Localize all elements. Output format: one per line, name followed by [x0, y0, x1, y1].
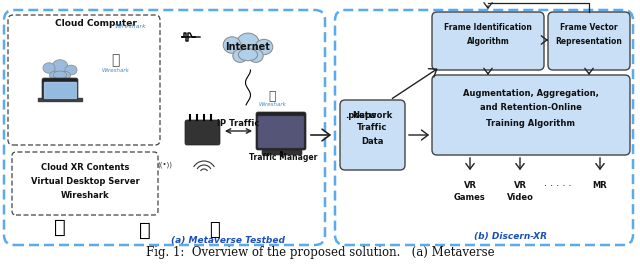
FancyBboxPatch shape — [262, 150, 302, 155]
Text: 🎧: 🎧 — [210, 221, 220, 239]
Text: Internet: Internet — [225, 42, 271, 52]
FancyBboxPatch shape — [258, 116, 304, 148]
Text: Network: Network — [352, 111, 392, 120]
Ellipse shape — [49, 71, 60, 80]
FancyBboxPatch shape — [185, 120, 220, 145]
Ellipse shape — [52, 60, 68, 72]
Text: Fig. 1:  Overview of the proposed solution.   (a) Metaverse: Fig. 1: Overview of the proposed solutio… — [146, 246, 494, 259]
Text: VR: VR — [463, 180, 477, 189]
Text: Frame Identification: Frame Identification — [444, 24, 532, 33]
FancyBboxPatch shape — [548, 12, 630, 70]
Ellipse shape — [255, 39, 273, 55]
Text: Algorithm: Algorithm — [467, 37, 509, 46]
Text: Traffic: Traffic — [357, 123, 387, 132]
Text: VR: VR — [513, 180, 527, 189]
FancyBboxPatch shape — [256, 112, 306, 150]
Text: ((•)): ((•)) — [157, 162, 173, 168]
Ellipse shape — [239, 49, 258, 61]
Ellipse shape — [237, 33, 259, 53]
FancyBboxPatch shape — [42, 78, 78, 100]
Text: Virtual Desktop Server: Virtual Desktop Server — [31, 178, 140, 187]
Text: and Retention-Online: and Retention-Online — [480, 104, 582, 113]
Text: Training Algorithm: Training Algorithm — [486, 118, 575, 127]
Ellipse shape — [65, 65, 77, 75]
Text: Cloud Computer: Cloud Computer — [55, 19, 137, 28]
Text: Wireshark: Wireshark — [61, 192, 109, 201]
Text: 🥽: 🥽 — [139, 220, 151, 240]
Ellipse shape — [53, 71, 67, 79]
FancyBboxPatch shape — [44, 82, 76, 98]
Ellipse shape — [61, 71, 70, 80]
Text: Wireshark: Wireshark — [114, 24, 146, 29]
FancyBboxPatch shape — [432, 12, 544, 70]
Ellipse shape — [233, 49, 247, 62]
Text: Representation: Representation — [556, 37, 623, 46]
Text: Augmentation, Aggregation,: Augmentation, Aggregation, — [463, 89, 599, 98]
Text: (a) Metaverse Testbed: (a) Metaverse Testbed — [171, 236, 285, 245]
Text: Games: Games — [454, 192, 486, 201]
Text: Data: Data — [361, 136, 383, 145]
Text: Frame Vector: Frame Vector — [560, 24, 618, 33]
Text: 🦈: 🦈 — [268, 91, 276, 104]
Text: Wireshark: Wireshark — [101, 68, 129, 73]
Text: IP Traffic: IP Traffic — [217, 118, 259, 127]
Text: 🎮: 🎮 — [54, 218, 66, 236]
Text: .pcaps: .pcaps — [344, 111, 376, 120]
Text: Wireshark: Wireshark — [258, 103, 286, 108]
FancyBboxPatch shape — [340, 100, 405, 170]
Ellipse shape — [223, 37, 241, 53]
Text: Cloud XR Contents: Cloud XR Contents — [41, 164, 129, 173]
Text: Video: Video — [507, 192, 533, 201]
Text: (b) Discern-XR: (b) Discern-XR — [474, 232, 547, 241]
Text: 🦈: 🦈 — [111, 53, 119, 67]
Ellipse shape — [43, 63, 55, 73]
Ellipse shape — [249, 49, 263, 62]
FancyBboxPatch shape — [432, 75, 630, 155]
Text: Traffic Manager: Traffic Manager — [249, 152, 317, 161]
Text: . . . . .: . . . . . — [544, 178, 572, 188]
Text: MR: MR — [593, 180, 607, 189]
